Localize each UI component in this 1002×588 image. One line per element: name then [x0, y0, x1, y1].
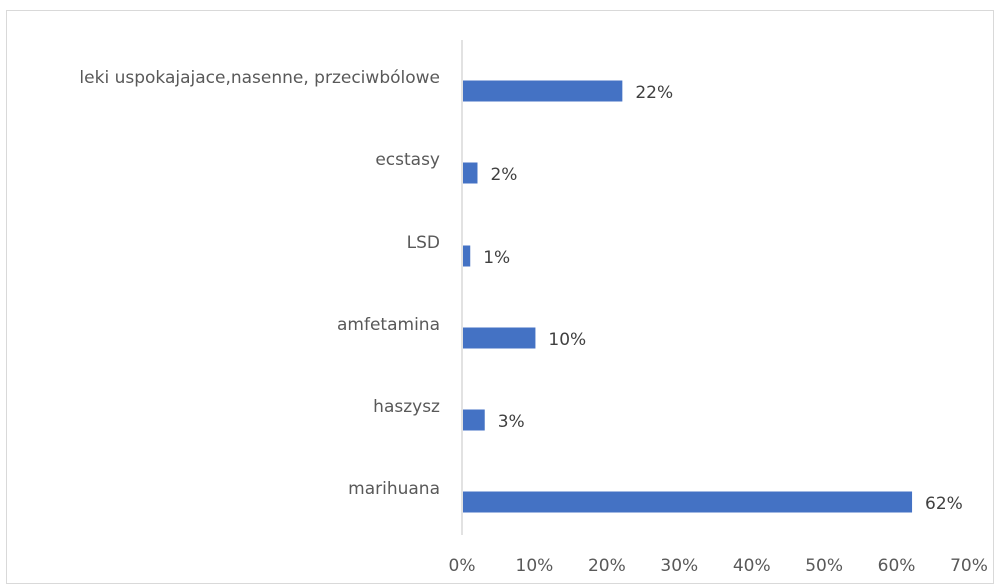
bar-1 — [463, 162, 478, 184]
data-label-4: 3% — [498, 412, 525, 432]
x-axis-ticks: 0% 10% 20% 30% 40% 50% 60% 70% — [449, 556, 988, 576]
data-label-0: 22% — [635, 83, 673, 103]
bar-2 — [463, 245, 471, 267]
data-label-5: 62% — [925, 494, 963, 514]
category-label-4: haszysz — [373, 397, 440, 417]
category-label-1: ecstasy — [375, 150, 440, 170]
x-tick-label-1: 10% — [516, 556, 554, 576]
x-tick-label-3: 30% — [660, 556, 698, 576]
data-label-3: 10% — [548, 330, 586, 350]
category-label-5: marihuana — [348, 479, 440, 499]
x-tick-label-6: 60% — [878, 556, 916, 576]
data-label-2: 1% — [483, 248, 510, 268]
category-labels: leki uspokajajace,nasenne, przeciwbólowe… — [79, 68, 440, 499]
x-tick-label-2: 20% — [588, 556, 626, 576]
bar-0 — [463, 80, 623, 102]
x-tick-label-4: 40% — [733, 556, 771, 576]
bars-layer — [463, 80, 913, 513]
bar-5 — [463, 491, 913, 513]
data-labels: 22% 2% 1% 10% 3% 62% — [483, 83, 963, 514]
bar-3 — [463, 327, 536, 349]
category-label-2: LSD — [407, 233, 440, 253]
x-tick-label-0: 0% — [449, 556, 476, 576]
chart-area — [6, 10, 994, 584]
bar-4 — [463, 409, 485, 431]
x-tick-label-5: 50% — [805, 556, 843, 576]
category-label-0: leki uspokajajace,nasenne, przeciwbólowe — [79, 68, 440, 88]
data-label-1: 2% — [490, 165, 517, 185]
category-label-3: amfetamina — [337, 315, 440, 335]
x-tick-label-7: 70% — [950, 556, 988, 576]
